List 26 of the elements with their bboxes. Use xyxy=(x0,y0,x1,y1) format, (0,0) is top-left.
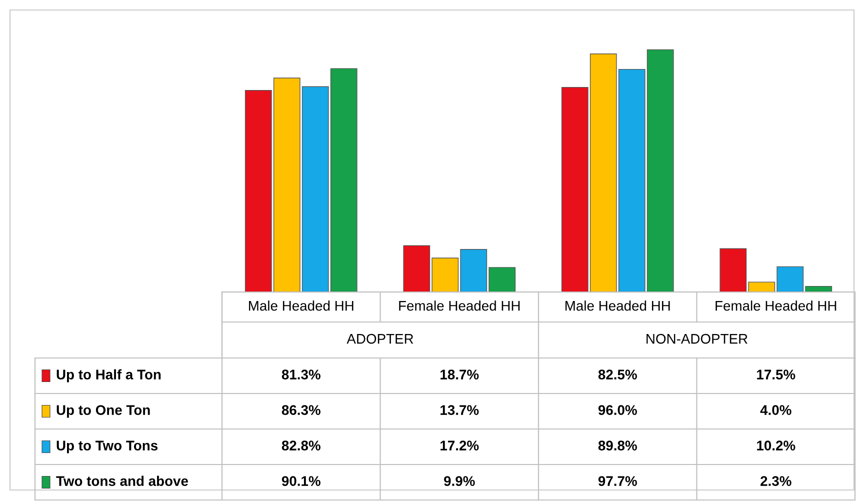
data-label: 96.0% xyxy=(598,405,637,415)
legend-label: Two tons and above xyxy=(56,476,188,486)
legend-label: Up to Half a Ton xyxy=(56,369,161,382)
data-label: 97.7% xyxy=(598,476,637,486)
data-label: 2.3% xyxy=(760,476,792,486)
data-label: 17.5% xyxy=(757,370,796,380)
data-label: 82.8% xyxy=(282,440,320,450)
x-tick-label: Male Headed HH xyxy=(566,300,670,311)
data-label: 18.7% xyxy=(440,370,479,380)
x-tick-label: Female Headed HH xyxy=(716,300,836,311)
data-label: 9.9% xyxy=(444,476,475,486)
data-label: 10.2% xyxy=(757,440,796,450)
text: NON-ADOPTER xyxy=(646,334,748,344)
data-label: 82.5% xyxy=(598,370,637,380)
data-label: 89.8% xyxy=(598,440,637,450)
x-tick-label: Female Headed HH xyxy=(399,300,520,311)
data-label: 4.0% xyxy=(760,405,792,415)
data-label: 86.3% xyxy=(282,405,320,415)
text: ADOPTER xyxy=(346,334,414,344)
data-label: 13.7% xyxy=(440,405,479,415)
legend-label: Up to Two Tons xyxy=(56,440,158,454)
x-tick-label: Male Headed HH xyxy=(249,300,354,311)
legend-label: Up to One Ton xyxy=(56,405,150,418)
data-label: 17.2% xyxy=(440,440,479,450)
data-label: 90.1% xyxy=(282,476,320,486)
data-label: 81.3% xyxy=(282,370,320,380)
